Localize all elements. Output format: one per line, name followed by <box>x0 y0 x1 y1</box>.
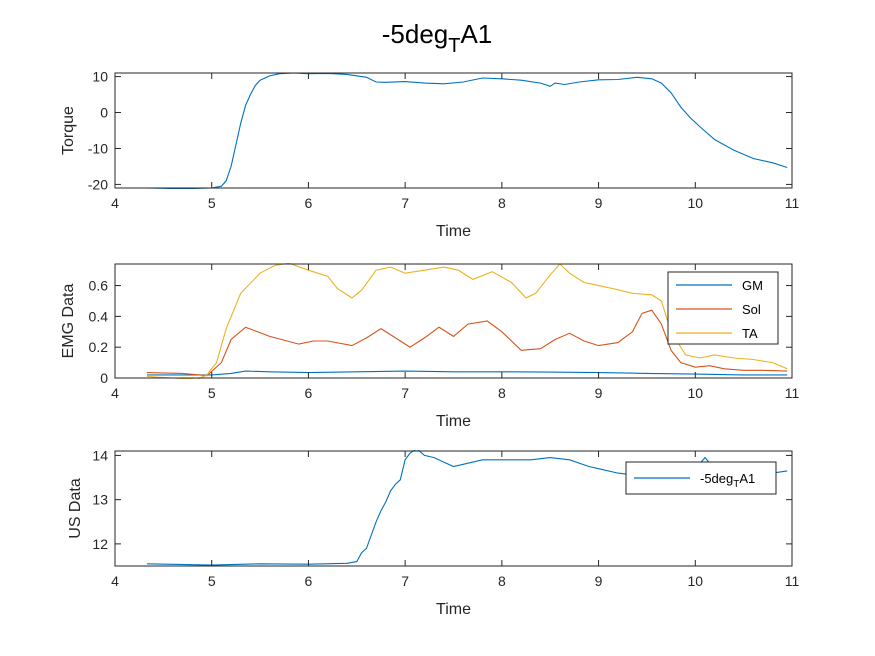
y-tick-label: 0.6 <box>89 278 109 294</box>
plot-area <box>115 73 792 188</box>
legend: GM Sol TA <box>667 271 779 345</box>
legend-label: -5degTA1 <box>700 471 755 490</box>
x-tick-label: 6 <box>305 385 313 401</box>
x-tick-label: 5 <box>208 195 216 211</box>
x-tick-label: 5 <box>208 385 216 401</box>
y-tick-label: 14 <box>92 447 108 463</box>
series-line-gm <box>146 370 788 376</box>
x-tick-label: 11 <box>785 385 800 401</box>
x-tick-label: 7 <box>401 385 409 401</box>
y-tick-label: 12 <box>92 536 108 552</box>
x-axis-label: Time <box>436 413 471 430</box>
x-tick-label: 7 <box>401 573 409 589</box>
x-tick-label: 11 <box>785 573 800 589</box>
y-axis-label: EMG Data <box>60 284 77 359</box>
axes-box <box>114 72 793 189</box>
legend-label: TA <box>742 326 758 341</box>
x-tick-label: 10 <box>687 195 703 211</box>
x-axis-label: Time <box>436 223 471 240</box>
legend-label: Sol <box>742 302 761 317</box>
x-tick-label: 4 <box>111 195 119 211</box>
axes-box <box>114 263 793 379</box>
x-tick-label: 6 <box>305 195 313 211</box>
x-axis-label: Time <box>436 601 471 618</box>
x-tick-label: 7 <box>401 195 409 211</box>
x-tick-label: 6 <box>305 573 313 589</box>
x-tick-label: 4 <box>111 573 119 589</box>
figure-title-main: -5deg <box>382 19 449 49</box>
x-tick-label: 5 <box>208 573 216 589</box>
y-tick-label: 0 <box>100 370 108 386</box>
x-tick-label: 8 <box>498 573 506 589</box>
x-tick-label: 9 <box>595 573 603 589</box>
y-tick-label: -10 <box>88 140 108 156</box>
axes-box <box>114 450 793 567</box>
figure-title-subscript: T <box>448 35 460 57</box>
x-tick-label: 9 <box>595 385 603 401</box>
x-tick-label: 8 <box>498 195 506 211</box>
y-tick-label: 0 <box>100 105 108 121</box>
x-tick-label: 4 <box>111 385 119 401</box>
y-tick-label: 0.2 <box>89 339 109 355</box>
series-line-0 <box>146 72 788 189</box>
x-tick-label: 10 <box>687 385 703 401</box>
panel-1: 4 5 6 7 8 9 10 11 -20 -10 0 10 Time Torque <box>60 69 799 240</box>
x-tick-label: 8 <box>498 385 506 401</box>
legend: -5degTA1 <box>625 461 777 495</box>
legend-label: GM <box>742 278 763 293</box>
y-tick-label: 0.4 <box>89 308 109 324</box>
x-tick-label: 9 <box>595 195 603 211</box>
x-tick-label: 11 <box>785 195 800 211</box>
panel-2: 4 5 6 7 8 9 10 11 0 0.2 0.4 0.6 Time EMG Data GM Sol TA <box>60 263 799 430</box>
figure-title-suffix: A1 <box>460 19 492 49</box>
y-axis-label: Torque <box>60 106 77 155</box>
y-tick-label: 10 <box>92 69 108 85</box>
x-tick-label: 10 <box>687 573 703 589</box>
y-tick-label: -20 <box>88 176 108 192</box>
y-axis-label: US Data <box>67 478 84 539</box>
y-tick-label: 13 <box>92 492 108 508</box>
panel-3: 4 5 6 7 8 9 10 11 12 13 14 Time US Data -5degTA1 <box>67 447 799 618</box>
legend-box <box>667 271 779 345</box>
figure-title: -5degTA1 <box>382 19 493 57</box>
series-line-sol <box>146 309 788 377</box>
